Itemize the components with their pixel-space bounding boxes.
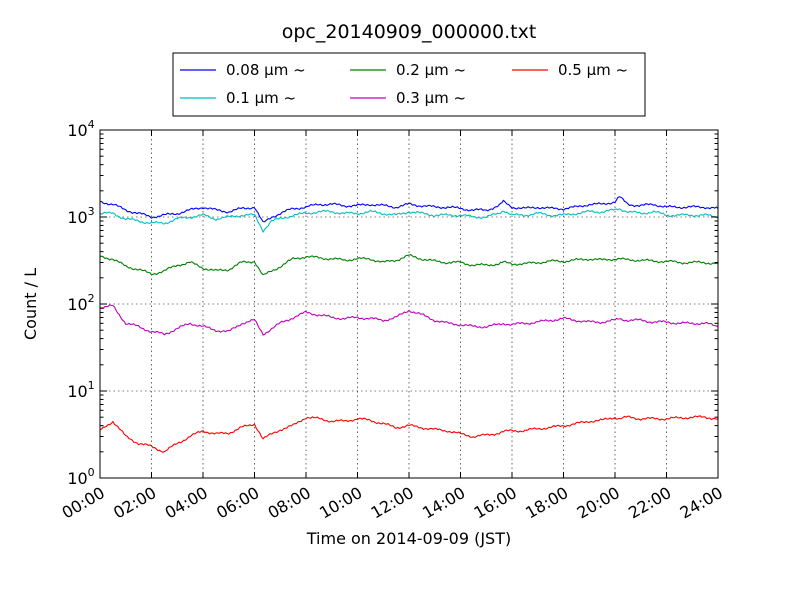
y-tick-label-base: 10 — [67, 469, 87, 488]
y-tick-label: 104 — [67, 118, 94, 140]
y-tick-label-exponent: 4 — [88, 118, 95, 131]
series-line — [99, 196, 719, 223]
legend-label: 0.08 μm ~ — [226, 61, 306, 79]
chart-title: opc_20140909_000000.txt — [282, 21, 537, 43]
y-tick-label-exponent: 1 — [88, 379, 95, 392]
legend-box — [172, 52, 646, 117]
y-tick-label-base: 10 — [67, 208, 87, 227]
legend: 0.08 μm ~ 0.1 μm ~ 0.2 μm ~ 0.3 μm ~ 0.5 μm … — [172, 52, 646, 117]
y-tick-label: 100 — [67, 466, 94, 488]
y-tick-label: 102 — [67, 292, 94, 314]
y-tick-label-exponent: 0 — [88, 466, 95, 479]
x-axis-label: Time on 2014-09-09 (JST) — [306, 529, 511, 548]
y-tick-label-base: 10 — [67, 382, 87, 401]
legend-label: 0.3 μm ~ — [396, 89, 466, 107]
series-line — [100, 304, 719, 336]
series-line — [99, 253, 719, 276]
series-line — [99, 415, 719, 453]
axis-ticks — [99, 129, 719, 479]
y-tick-label-exponent: 2 — [88, 292, 95, 305]
y-axis-label: Count / L — [21, 268, 40, 340]
legend-label: 0.2 μm ~ — [396, 61, 466, 79]
y-tick-label-exponent: 3 — [88, 205, 95, 218]
series-line — [99, 208, 719, 233]
y-tick-label-base: 10 — [67, 121, 87, 140]
y-tick-label: 103 — [67, 205, 94, 227]
legend-label: 0.1 μm ~ — [226, 89, 296, 107]
legend-label: 0.5 μm ~ — [558, 61, 628, 79]
y-tick-label: 101 — [67, 379, 94, 401]
y-tick-label-base: 10 — [67, 295, 87, 314]
plot-series — [99, 196, 719, 453]
